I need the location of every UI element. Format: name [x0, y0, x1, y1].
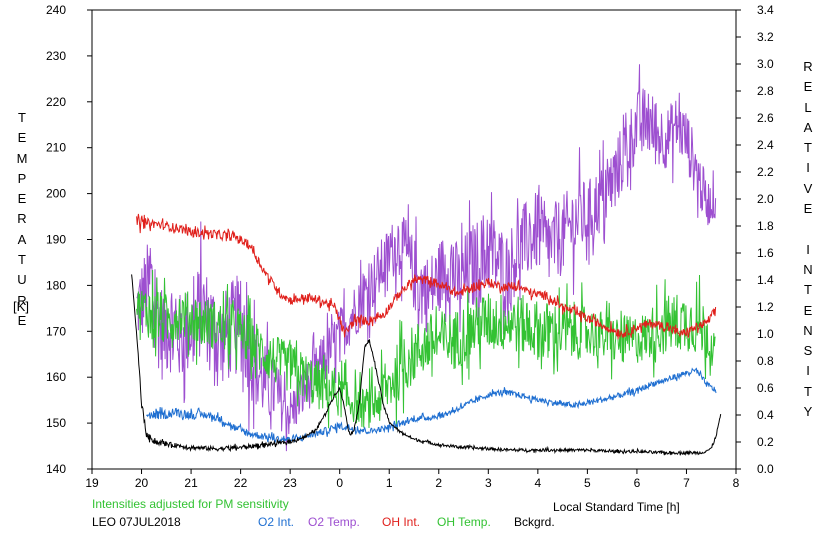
x-tick-label: 8: [733, 476, 740, 490]
x-tick-label: 22: [234, 476, 248, 490]
y-left-tick-label: 210: [46, 141, 66, 155]
x-tick-label: 5: [584, 476, 591, 490]
legend-oh-temp: OH Temp.: [437, 515, 491, 529]
y-left-tick-label: 170: [46, 324, 66, 338]
right-axis-letter: [798, 219, 818, 239]
x-tick-label: 21: [184, 476, 198, 490]
legend-o2-temp: O2 Temp.: [308, 515, 360, 529]
right-axis-letter: N: [798, 260, 818, 280]
left-axis-unit: [K]: [9, 297, 33, 317]
x-tick-label: 19: [85, 476, 99, 490]
right-axis-letter: Y: [798, 402, 818, 422]
left-axis-letter: R: [12, 209, 32, 229]
left-axis-letter: M: [12, 149, 32, 169]
y-right-tick-label: 0.2: [757, 435, 774, 449]
y-left-tick-label: 240: [46, 3, 66, 17]
legend-oh-int: OH Int.: [382, 515, 420, 529]
y-left-tick-label: 200: [46, 187, 66, 201]
y-right-tick-label: 3.0: [757, 57, 774, 71]
y-right-tick-label: 0.8: [757, 354, 774, 368]
x-axis-label: Local Standard Time [h]: [553, 500, 680, 514]
y-right-tick-label: 1.2: [757, 300, 774, 314]
right-axis-letter: S: [798, 341, 818, 361]
y-right-tick-label: 1.0: [757, 327, 774, 341]
right-axis-letter: V: [798, 179, 818, 199]
series-layer: [132, 64, 722, 455]
right-axis-letter: I: [798, 240, 818, 260]
y-right-tick-label: 2.8: [757, 84, 774, 98]
right-axis-letter: R: [798, 57, 818, 77]
left-axis-letter: E: [12, 189, 32, 209]
x-tick-label: 0: [336, 476, 343, 490]
right-axis-letter: T: [798, 382, 818, 402]
x-tick-label: 3: [485, 476, 492, 490]
y-right-tick-label: 0.6: [757, 381, 774, 395]
series-bckgrd: [132, 273, 722, 455]
right-axis-letter: I: [798, 158, 818, 178]
x-tick-label: 6: [634, 476, 641, 490]
x-tick-label: 20: [135, 476, 149, 490]
y-left-tick-label: 190: [46, 233, 66, 247]
right-axis-letter: I: [798, 361, 818, 381]
series-o2-int: [146, 369, 716, 443]
x-tick-label: 7: [683, 476, 690, 490]
right-axis-letter: A: [798, 118, 818, 138]
y-right-tick-label: 1.6: [757, 246, 774, 260]
left-axis-letter: P: [12, 169, 32, 189]
x-tick-label: 2: [435, 476, 442, 490]
y-left-tick-label: 220: [46, 95, 66, 109]
left-axis-letter: A: [12, 230, 32, 250]
x-tick-label: 1: [386, 476, 393, 490]
x-tick-label: 4: [535, 476, 542, 490]
y-left-tick-label: 150: [46, 416, 66, 430]
left-axis-letter: T: [12, 250, 32, 270]
y-right-tick-label: 0.0: [757, 462, 774, 476]
right-axis-letter: L: [798, 98, 818, 118]
right-axis-letter: T: [798, 138, 818, 158]
left-axis-letter: E: [12, 128, 32, 148]
series-o2-temp: [137, 64, 717, 451]
right-axis-letter: E: [798, 77, 818, 97]
sensitivity-note: Intensities adjusted for PM sensitivity: [92, 497, 289, 511]
y-right-tick-label: 2.2: [757, 165, 774, 179]
y-right-tick-label: 2.4: [757, 138, 774, 152]
y-right-tick-label: 1.8: [757, 219, 774, 233]
left-axis-letter: U: [12, 270, 32, 290]
y-left-tick-label: 160: [46, 370, 66, 384]
y-right-tick-label: 1.4: [757, 273, 774, 287]
legend-o2-int: O2 Int.: [258, 515, 294, 529]
right-axis-letter: N: [798, 321, 818, 341]
right-axis-letter: E: [798, 199, 818, 219]
legend-bckgrd: Bckgrd.: [514, 515, 555, 529]
station-date: LEO 07JUL2018: [92, 515, 181, 529]
y-right-tick-label: 2.6: [757, 111, 774, 125]
y-left-tick-label: 180: [46, 278, 66, 292]
y-right-tick-label: 3.4: [757, 3, 774, 17]
y-right-tick-label: 3.2: [757, 30, 774, 44]
y-right-tick-label: 2.0: [757, 192, 774, 206]
y-left-tick-label: 140: [46, 462, 66, 476]
x-tick-label: 23: [283, 476, 297, 490]
y-right-tick-label: 0.4: [757, 408, 774, 422]
right-axis-letter: T: [798, 280, 818, 300]
y-left-tick-label: 230: [46, 49, 66, 63]
left-axis-letter: T: [12, 108, 32, 128]
right-axis-letter: E: [798, 301, 818, 321]
series-line: [147, 369, 717, 443]
